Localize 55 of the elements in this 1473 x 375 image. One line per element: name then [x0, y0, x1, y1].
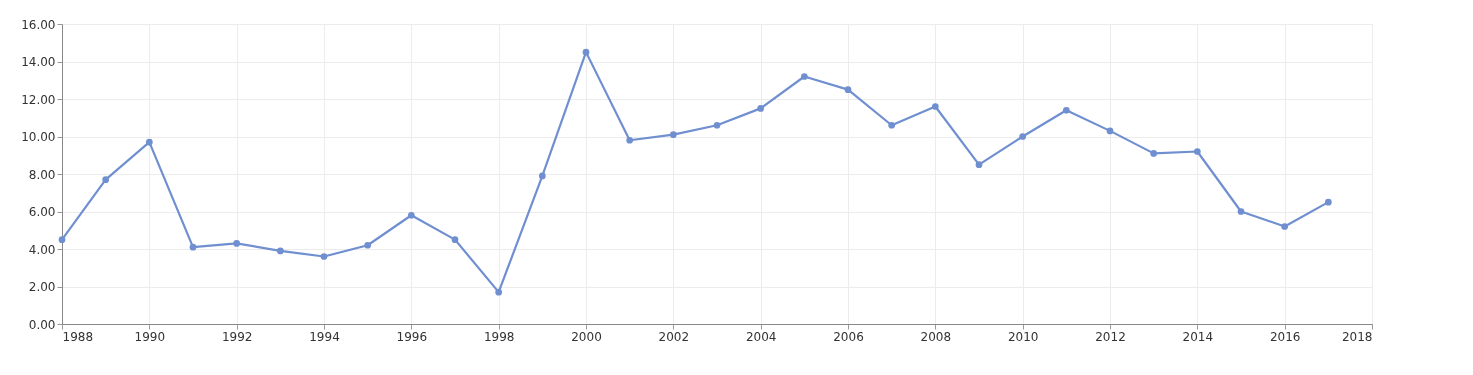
x-tick-label: 2016 — [1269, 329, 1301, 344]
point — [888, 121, 896, 129]
x-tick-label: 1992 — [221, 329, 253, 344]
x-tick-label: 2014 — [1182, 329, 1214, 344]
point — [407, 211, 415, 219]
point — [626, 136, 634, 144]
x-tick-label: 1994 — [309, 329, 340, 344]
point — [1281, 223, 1289, 230]
y-tick-label: 4.00 — [28, 242, 56, 257]
point — [844, 86, 852, 93]
y-tick-label: 0.00 — [28, 317, 56, 332]
point — [713, 121, 721, 129]
x-tick-label: 1988 — [62, 329, 94, 344]
x-tick-label: 2008 — [920, 329, 952, 344]
point — [495, 288, 503, 296]
point — [1193, 148, 1201, 155]
x-tick-label: 2002 — [658, 329, 690, 344]
point — [931, 103, 939, 110]
point — [1062, 106, 1070, 114]
point — [364, 241, 372, 249]
y-tick-label: 16.00 — [21, 17, 56, 32]
y-tick-label: 2.00 — [28, 280, 56, 294]
point — [276, 247, 284, 255]
y-tick-label: 14.00 — [21, 55, 56, 69]
point — [451, 236, 459, 243]
point — [669, 131, 677, 138]
point — [975, 161, 983, 168]
point — [189, 243, 197, 251]
y-tick-label: 10.00 — [21, 130, 56, 144]
point — [1237, 208, 1245, 215]
point — [1019, 133, 1027, 140]
point — [145, 138, 153, 146]
x-tick-label: 2000 — [571, 329, 602, 344]
point — [320, 253, 328, 260]
x-tick-label: 2006 — [833, 329, 864, 344]
point — [58, 236, 66, 243]
x-tick-label: 1996 — [396, 329, 428, 344]
point — [1324, 198, 1332, 206]
x-tick-label: 2010 — [1007, 329, 1039, 344]
y-tick-label: 12.00 — [21, 92, 56, 107]
x-tick-label: 2012 — [1095, 329, 1126, 344]
x-tick-label: 1990 — [134, 329, 166, 344]
point — [1150, 150, 1158, 157]
x-tick-label: 1998 — [483, 329, 515, 344]
x-tick-label: 2004 — [745, 329, 777, 344]
point — [582, 48, 590, 56]
y-tick-label: 8.00 — [28, 167, 56, 182]
point — [1106, 127, 1114, 135]
point — [233, 240, 241, 247]
point — [538, 172, 546, 180]
point — [102, 176, 110, 183]
point — [800, 73, 808, 80]
y-tick-label: 6.00 — [28, 205, 56, 219]
point — [757, 105, 765, 112]
x-tick-label: 2018 — [1341, 329, 1373, 344]
